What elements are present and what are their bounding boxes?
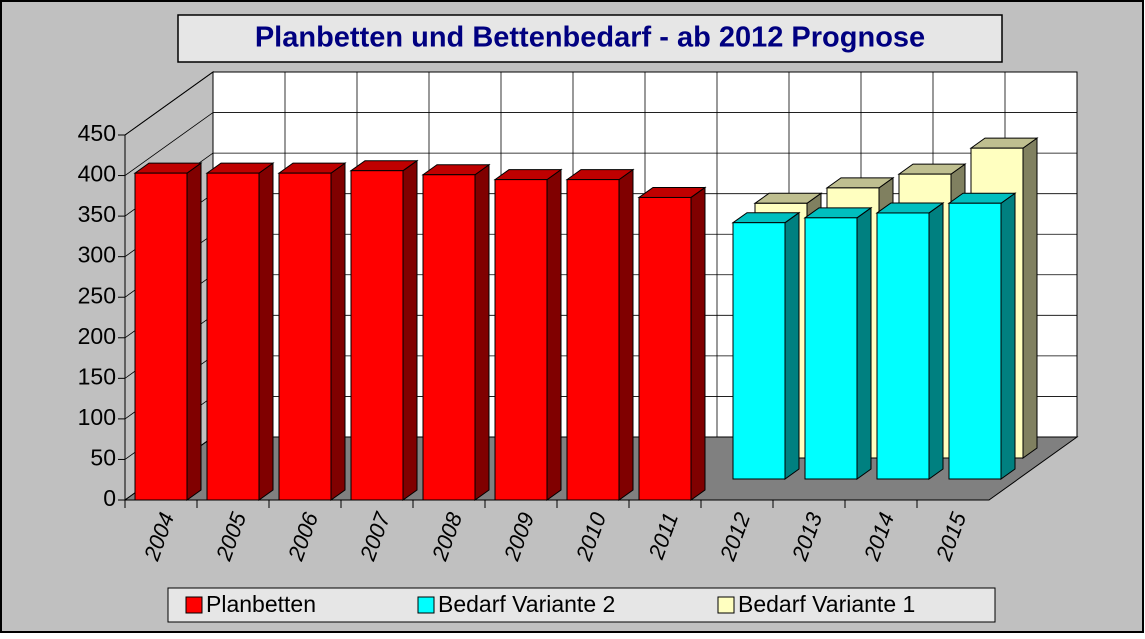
legend-swatch — [717, 596, 735, 614]
bar-front — [422, 174, 476, 501]
bar — [565, 168, 635, 501]
legend-label: Bedarf Variante 1 — [738, 591, 915, 617]
bar — [947, 192, 1017, 480]
bar-side — [618, 168, 634, 501]
y-tick-label: 150 — [78, 363, 116, 389]
bar-side — [1022, 137, 1038, 459]
bar — [421, 163, 491, 501]
bar-side — [330, 162, 346, 501]
bar-side — [856, 206, 872, 480]
bar — [875, 201, 945, 480]
bar-front — [876, 212, 930, 480]
y-tick-label: 400 — [78, 161, 116, 187]
bar — [205, 162, 275, 501]
bar-side — [784, 211, 800, 480]
bar-side — [546, 168, 562, 501]
bar-front — [566, 179, 620, 501]
bar-front — [804, 217, 858, 480]
bar — [493, 168, 563, 501]
legend-swatch — [185, 596, 203, 614]
y-tick-label: 350 — [78, 201, 116, 227]
bar-front — [732, 222, 786, 480]
bar — [277, 162, 347, 501]
y-tick-label: 250 — [78, 282, 116, 308]
y-tick-label: 450 — [78, 120, 116, 146]
bar-side — [402, 159, 418, 501]
y-tick-label: 200 — [78, 323, 116, 349]
bar — [731, 211, 801, 480]
bar — [349, 159, 419, 501]
y-tick-label: 0 — [103, 485, 116, 511]
chart-title: Planbetten und Bettenbedarf - ab 2012 Pr… — [255, 22, 925, 54]
legend — [167, 587, 996, 623]
legend-label: Planbetten — [206, 591, 316, 617]
bar — [133, 162, 203, 501]
y-tick-label: 100 — [78, 404, 116, 430]
bar-front — [134, 172, 188, 501]
bar-front — [206, 172, 260, 501]
bar-side — [1000, 192, 1016, 480]
y-tick-label: 50 — [90, 445, 116, 471]
grid-line — [124, 71, 214, 136]
bar-side — [690, 186, 706, 501]
bar-side — [258, 162, 274, 501]
bar-front — [350, 170, 404, 501]
y-tick-label: 300 — [78, 242, 116, 268]
bar-front — [494, 179, 548, 501]
bar-front — [948, 202, 1002, 480]
bar — [637, 186, 707, 501]
bar-front — [278, 172, 332, 501]
bar-side — [928, 201, 944, 480]
bar — [803, 206, 873, 480]
legend-swatch — [417, 596, 435, 614]
bar-side — [186, 162, 202, 501]
bar-front — [638, 196, 692, 501]
bar-side — [474, 163, 490, 501]
legend-label: Bedarf Variante 2 — [438, 591, 615, 617]
grid-line — [124, 112, 214, 176]
title-box — [177, 14, 1003, 63]
